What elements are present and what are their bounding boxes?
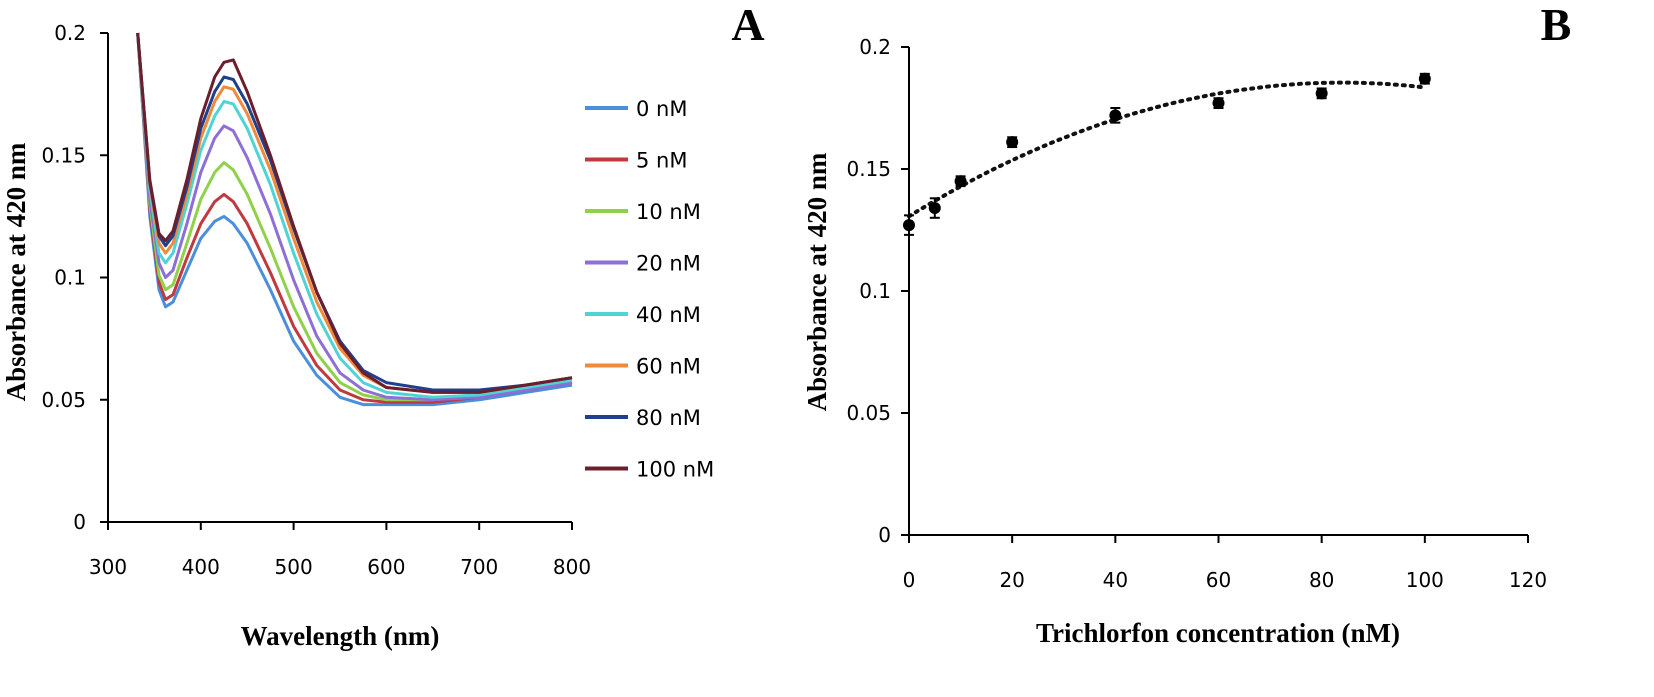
panel-a-y-tick-label: 0.05 xyxy=(41,388,86,412)
panel-a-series-line-4 xyxy=(136,32,573,399)
panel-b-x-tick-label: 80 xyxy=(1309,568,1334,592)
panel-b-y-tick-label: 0.05 xyxy=(846,401,891,425)
panel-a-x-axis-title: Wavelength (nm) xyxy=(241,621,440,651)
panel-b-x-tick-label: 100 xyxy=(1406,568,1444,592)
panel-b-data-point xyxy=(1315,87,1328,100)
panel-b-data-point xyxy=(1006,136,1019,149)
panel-a-x-tick-label: 500 xyxy=(275,555,313,579)
panel-b-y-axis-title: Absorbance at 420 nm xyxy=(802,152,832,411)
panel-a-x-tick-label: 600 xyxy=(367,555,405,579)
panel-a-x-tick-label: 300 xyxy=(89,555,127,579)
panel-a-y-tick-label: 0 xyxy=(73,510,86,534)
panel-a-x-tick-label: 800 xyxy=(553,555,591,579)
panel-a-legend-label: 5 nM xyxy=(636,149,687,173)
panel-a-legend-label: 0 nM xyxy=(636,97,687,121)
panel-a-y-tick-label: 0.2 xyxy=(54,21,86,45)
panel-a-series-line-2 xyxy=(136,32,573,402)
panel-b-x-tick-label: 40 xyxy=(1103,568,1128,592)
panel-b-y-ticks: 0 0.05 0.1 0.15 0.2 xyxy=(846,35,909,547)
panel-a-y-tick-label: 0.15 xyxy=(41,143,86,167)
panel-b-x-axis-title: Trichlorfon concentration (nM) xyxy=(1036,618,1400,648)
panel-b-y-tick-label: 0 xyxy=(878,523,891,547)
panel-b-data-point xyxy=(1109,109,1122,122)
panel-a-legend-label: 20 nM xyxy=(636,252,701,276)
panel-a-y-axis-title: Absorbance at 420 nm xyxy=(1,142,31,401)
panel-a-y-ticks: 0 0.05 0.1 0.15 0.2 xyxy=(41,21,108,534)
panel-b-trendline xyxy=(907,80,1427,219)
panel-b-data-point xyxy=(1418,72,1431,85)
panel-b-x-tick-label: 120 xyxy=(1509,568,1547,592)
panel-b-y-tick-label: 0.2 xyxy=(859,35,891,59)
panel-a-series-group xyxy=(136,32,573,407)
panel-a-series-line-0 xyxy=(136,32,573,407)
panel-a-series-line-7 xyxy=(136,32,573,394)
panel-a: 0 0.05 0.1 0.15 0.2 300 400 500 600 700 800 0 nM 5… xyxy=(1,0,765,651)
panel-b-x-tick-label: 60 xyxy=(1206,568,1231,592)
panel-a-x-ticks: 300 400 500 600 700 800 xyxy=(89,522,591,579)
panel-a-letter: A xyxy=(731,0,764,50)
panel-b-letter: B xyxy=(1541,0,1572,50)
panel-a-legend: 0 nM 5 nM 10 nM 20 nM 40 nM 60 nM 80 nM 100 nM xyxy=(585,97,714,482)
panel-b-data-point xyxy=(928,202,941,215)
panel-a-legend-label: 80 nM xyxy=(636,406,701,430)
panel-a-series-line-6 xyxy=(136,32,573,392)
panel-a-legend-label: 40 nM xyxy=(636,303,701,327)
panel-b-x-tick-label: 0 xyxy=(903,568,916,592)
panel-b-y-tick-label: 0.15 xyxy=(846,157,891,181)
panel-a-legend-label: 100 nM xyxy=(636,458,714,482)
panel-b-y-tick-label: 0.1 xyxy=(859,279,891,303)
panel-a-legend-label: 10 nM xyxy=(636,200,701,224)
panel-a-x-tick-label: 400 xyxy=(182,555,220,579)
panel-b-data-point xyxy=(1212,97,1225,110)
panel-a-series-line-1 xyxy=(136,32,573,404)
panel-a-x-tick-label: 700 xyxy=(460,555,498,579)
panel-b-points xyxy=(903,72,1431,236)
panel-b: 0 0.05 0.1 0.15 0.2 0 20 40 60 80 100 120 Trichlor… xyxy=(802,0,1571,648)
panel-b-data-point xyxy=(954,175,967,188)
panel-a-series-line-3 xyxy=(136,32,573,402)
panel-a-series-line-5 xyxy=(136,32,573,394)
panel-a-legend-label: 60 nM xyxy=(636,355,701,379)
panel-b-x-ticks: 0 20 40 60 80 100 120 xyxy=(903,535,1547,592)
panel-a-y-tick-label: 0.1 xyxy=(54,266,86,290)
panel-b-x-tick-label: 20 xyxy=(999,568,1024,592)
